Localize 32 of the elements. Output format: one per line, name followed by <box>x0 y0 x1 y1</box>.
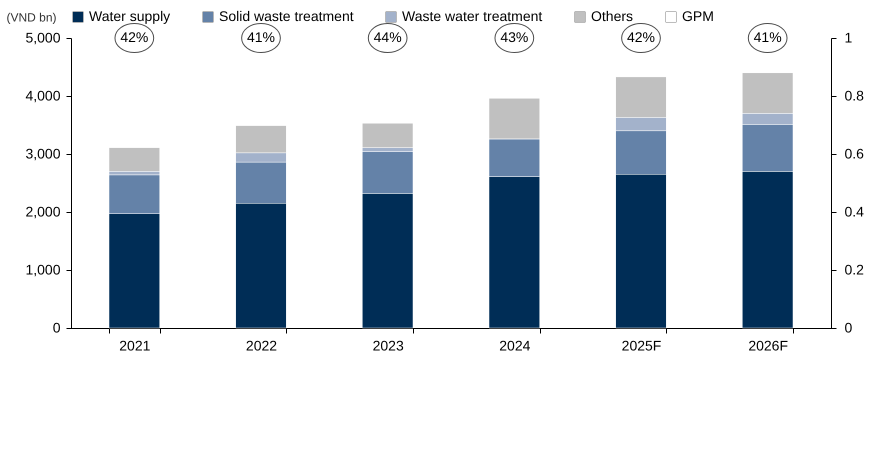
y-tick-label: 1,000 <box>25 262 61 278</box>
y-tick-label: 5,000 <box>25 30 61 46</box>
legend-label: Others <box>591 8 634 24</box>
y2-tick-label: 0.8 <box>844 88 864 104</box>
text: 41% <box>754 29 782 45</box>
legend-label: Water supply <box>89 8 170 24</box>
bar <box>362 123 414 148</box>
legend-label: Waste water treatment <box>402 8 542 24</box>
text: 43% <box>500 29 528 45</box>
text: 42% <box>626 29 656 45</box>
y-tick-label: 2,000 <box>25 204 61 220</box>
x-tick-label: 2024 <box>499 338 531 354</box>
bar <box>108 147 160 172</box>
y-tick-label: 4,000 <box>25 88 61 104</box>
x-tick-label: 2023 <box>372 338 404 354</box>
y-axis-title: (VND bn) <box>6 10 57 24</box>
y2-tick-label: 0 <box>844 320 852 336</box>
x-tick-label: 2022 <box>246 338 278 354</box>
text: 42% <box>120 29 148 45</box>
x-tick-label: 2021 <box>119 338 151 354</box>
y2-tick-label: 0.4 <box>844 204 864 220</box>
y2-tick-label: 0.6 <box>844 146 864 162</box>
y-tick-label: 0 <box>52 320 61 336</box>
text: 41% <box>246 29 276 45</box>
text: 44% <box>374 29 402 45</box>
legend-label: GPM <box>682 8 714 24</box>
x-tick-label: 2026F <box>748 338 788 354</box>
y2-tick-label: 0.2 <box>844 262 864 278</box>
x-tick-label: 2025F <box>622 338 662 354</box>
y-tick-label: 3,000 <box>25 146 61 162</box>
y2-tick-label: 1 <box>844 30 852 46</box>
legend-label: Solid waste treatment <box>219 8 354 24</box>
